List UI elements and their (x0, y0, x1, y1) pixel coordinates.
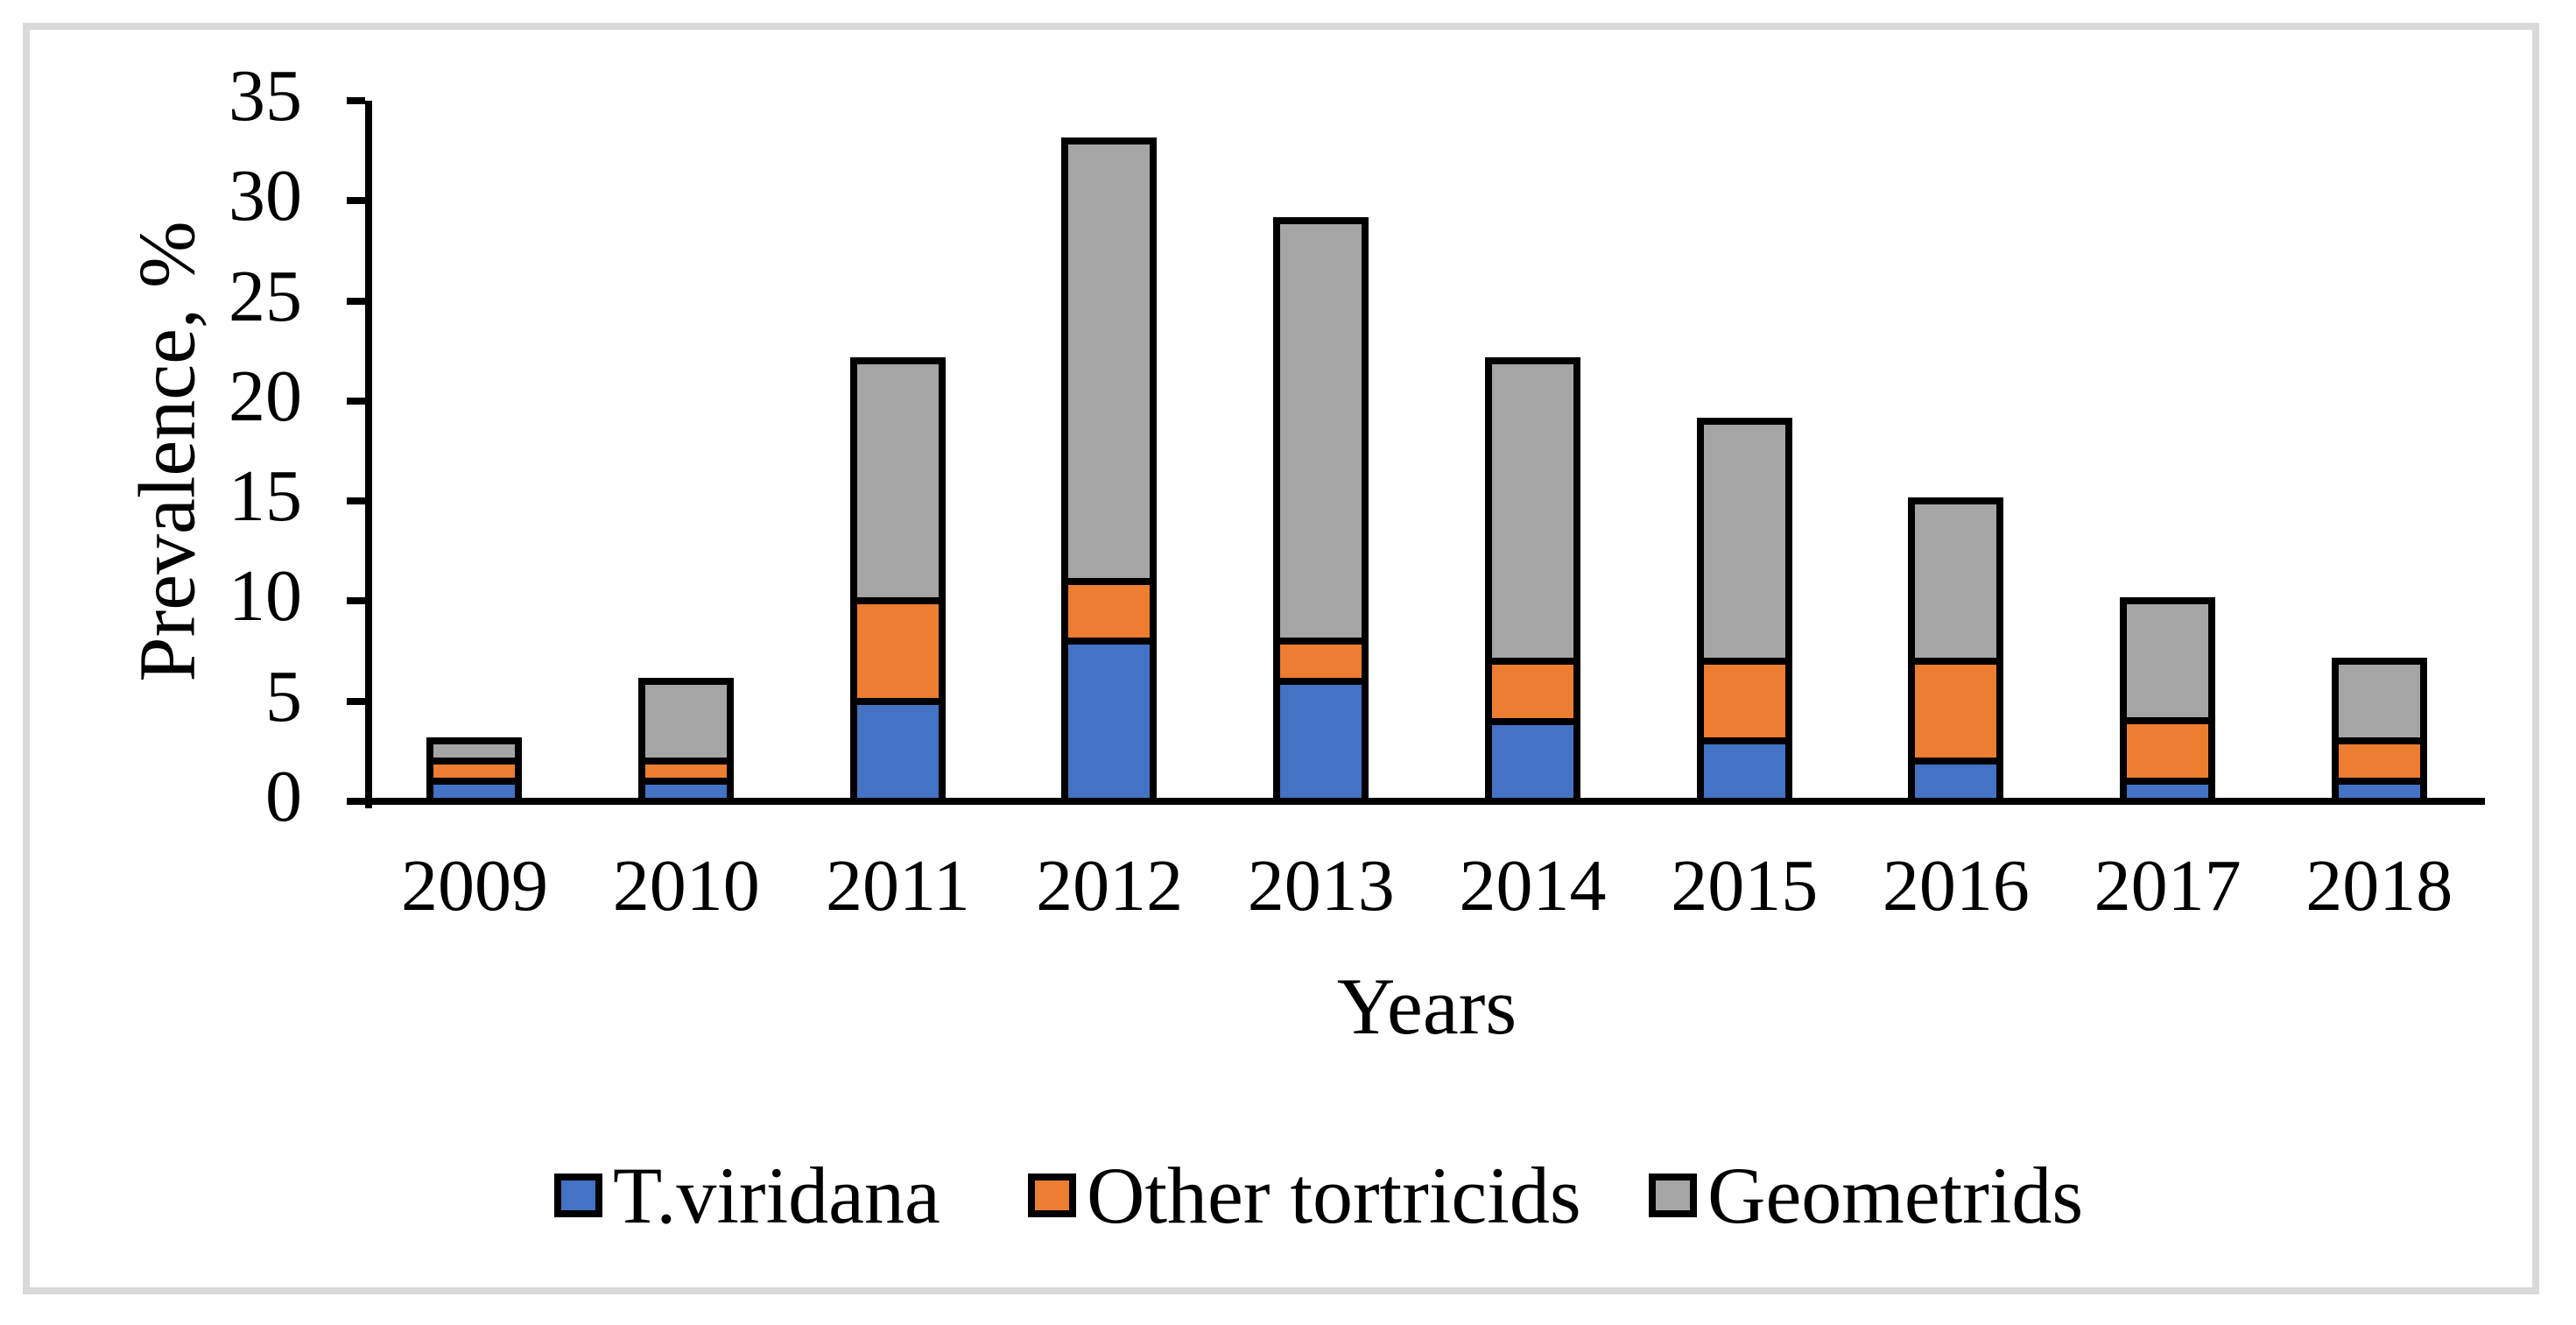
bar-segment-2012-t-viridana (1061, 638, 1158, 805)
bar-2010 (638, 677, 735, 806)
bar-2012 (1061, 137, 1158, 805)
legend-label: Geometrids (1707, 1151, 2084, 1240)
legend-label: Other tortricids (1087, 1151, 1581, 1240)
bar-segment-2017-geometrids (2119, 597, 2215, 725)
y-axis-tick (347, 97, 365, 104)
bar-segment-2010-geometrids (638, 677, 735, 765)
bar-segment-2011-geometrids (849, 357, 946, 605)
bar-2013 (1273, 217, 1369, 805)
bar-2014 (1484, 357, 1580, 805)
y-tick-label: 5 (265, 655, 302, 737)
y-axis-line (365, 101, 372, 808)
x-tick-label-2009: 2009 (401, 845, 548, 927)
bar-segment-2013-geometrids (1273, 217, 1369, 645)
y-tick-label: 25 (229, 255, 302, 337)
x-tick-label-2012: 2012 (1036, 845, 1184, 927)
legend-item-geometrids: Geometrids (1649, 1151, 2084, 1240)
bar-segment-2011-t-viridana (849, 697, 946, 805)
y-axis-tick (347, 597, 365, 605)
legend-item-other-tortricids: Other tortricids (1028, 1151, 1581, 1240)
y-axis-tick (347, 497, 365, 505)
bar-segment-2016-other-tortricids (1908, 657, 2004, 765)
x-tick-label-2018: 2018 (2305, 845, 2453, 927)
x-tick-label-2017: 2017 (2094, 845, 2242, 927)
bar-segment-2012-geometrids (1061, 137, 1158, 585)
bar-2018 (2331, 658, 2427, 805)
y-tick-label: 20 (229, 355, 302, 437)
x-axis-line (347, 798, 2485, 805)
bar-segment-2011-other-tortricids (849, 597, 946, 705)
y-axis-tick (347, 697, 365, 705)
legend-item-t-viridana: T.viridana (554, 1151, 940, 1240)
bar-2015 (1696, 417, 1792, 805)
x-tick-label-2013: 2013 (1247, 845, 1395, 927)
bar-2011 (849, 357, 946, 805)
bar-segment-2018-geometrids (2331, 658, 2427, 745)
y-tick-label: 30 (229, 155, 302, 237)
bar-segment-2015-geometrids (1696, 417, 1792, 665)
bar-segment-2018-other-tortricids (2331, 737, 2427, 786)
legend-swatch-icon (1028, 1173, 1076, 1217)
y-tick-label: 15 (229, 455, 302, 538)
bar-segment-2013-other-tortricids (1273, 638, 1369, 685)
y-axis-tick (347, 197, 365, 205)
legend-swatch-icon (554, 1173, 602, 1217)
x-tick-label-2016: 2016 (1882, 845, 2030, 927)
legend-swatch-icon (1649, 1173, 1697, 1217)
bar-2016 (1908, 497, 2004, 805)
x-tick-label-2015: 2015 (1671, 845, 1819, 927)
y-tick-label: 35 (229, 55, 302, 137)
bar-segment-2016-geometrids (1908, 497, 2004, 665)
bar-segment-2012-other-tortricids (1061, 577, 1158, 645)
bar-2017 (2119, 597, 2215, 805)
x-axis-title: Years (1336, 962, 1517, 1051)
bar-segment-2015-t-viridana (1696, 737, 1792, 805)
x-tick-label-2014: 2014 (1459, 845, 1607, 927)
bar-segment-2017-other-tortricids (2119, 717, 2215, 786)
bar-segment-2015-other-tortricids (1696, 657, 1792, 745)
y-axis-tick (347, 297, 365, 305)
y-tick-label: 10 (229, 555, 302, 638)
legend-label: T.viridana (613, 1151, 940, 1240)
x-tick-label-2011: 2011 (825, 845, 970, 927)
bar-segment-2014-t-viridana (1484, 717, 1580, 805)
bar-segment-2013-t-viridana (1273, 677, 1369, 805)
x-tick-label-2010: 2010 (612, 845, 760, 927)
bar-2009 (426, 737, 523, 805)
bar-segment-2009-geometrids (426, 737, 523, 765)
y-axis-tick (347, 397, 365, 405)
bar-segment-2014-other-tortricids (1484, 657, 1580, 725)
bar-segment-2014-geometrids (1484, 357, 1580, 665)
y-tick-label: 0 (265, 756, 302, 837)
